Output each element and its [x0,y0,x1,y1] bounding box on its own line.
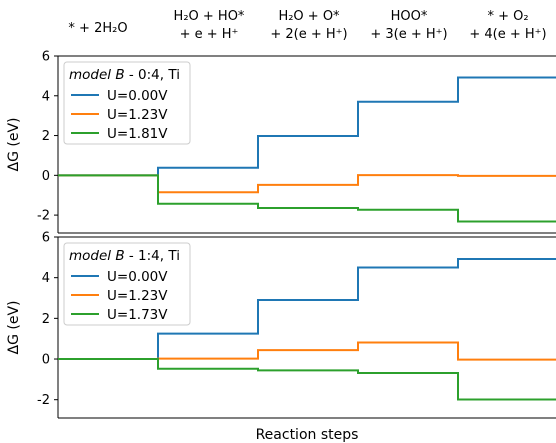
y-axis-label: ΔG (eV) [6,118,22,172]
step-header-label: + 3(e + H⁺) [370,27,447,42]
series-line [58,358,556,401]
step-header-label: + 2(e + H⁺) [270,27,347,42]
y-tick-label: -2 [37,393,50,408]
series-line [58,174,556,223]
step-header-label: * + 2H₂O [68,21,127,36]
step-header-label: H₂O + O* [278,9,340,24]
step-header-label: H₂O + HO* [174,9,245,24]
step-header-label: * + O₂ [487,9,528,24]
legend-title: model B - 0:4, Ti [69,67,180,83]
y-tick-label: 6 [42,231,50,246]
y-tick-label: 6 [42,50,50,65]
series-line [58,76,556,177]
y-tick-label: 2 [42,312,50,327]
chart-panel-top: -2 0 2 4 6 ΔG (eV) model B - 0:4, Ti U=0.00V U=1… [6,50,556,234]
legend-title: model B - 1:4, Ti [69,248,180,264]
legend-entry: U=1.23V [107,288,168,304]
y-tick-label: 0 [42,353,50,368]
y-tick-label: 4 [42,271,50,286]
y-axis-label: ΔG (eV) [6,301,22,355]
reaction-step-headers: * + 2H₂O H₂O + HO* + e + H⁺ H₂O + O* + 2(e +… [68,9,546,42]
legend-entry: U=1.73V [107,307,168,323]
series-line [58,341,556,361]
step-header-label: + e + H⁺ [180,27,239,42]
step-header-label: HOO* [391,9,428,24]
y-tick-label: 2 [42,129,50,144]
x-axis-label: Reaction steps [256,427,359,443]
legend-box [63,242,191,326]
legend-entry: U=0.00V [107,269,168,285]
legend-entry: U=1.81V [107,126,168,142]
y-tick-label: 4 [42,89,50,104]
y-tick-label: -2 [37,209,50,224]
step-header-label: + 4(e + H⁺) [469,27,546,42]
legend-entry: U=1.23V [107,107,168,123]
chart-panel-bottom: -2 0 2 4 6 ΔG (eV) model B - 1:4, Ti U=0.00V U=1… [6,231,556,419]
legend-box [63,61,191,145]
series-line [58,257,556,361]
series-line [58,174,556,194]
y-tick-label: 0 [42,169,50,184]
legend-entry: U=0.00V [107,88,168,104]
